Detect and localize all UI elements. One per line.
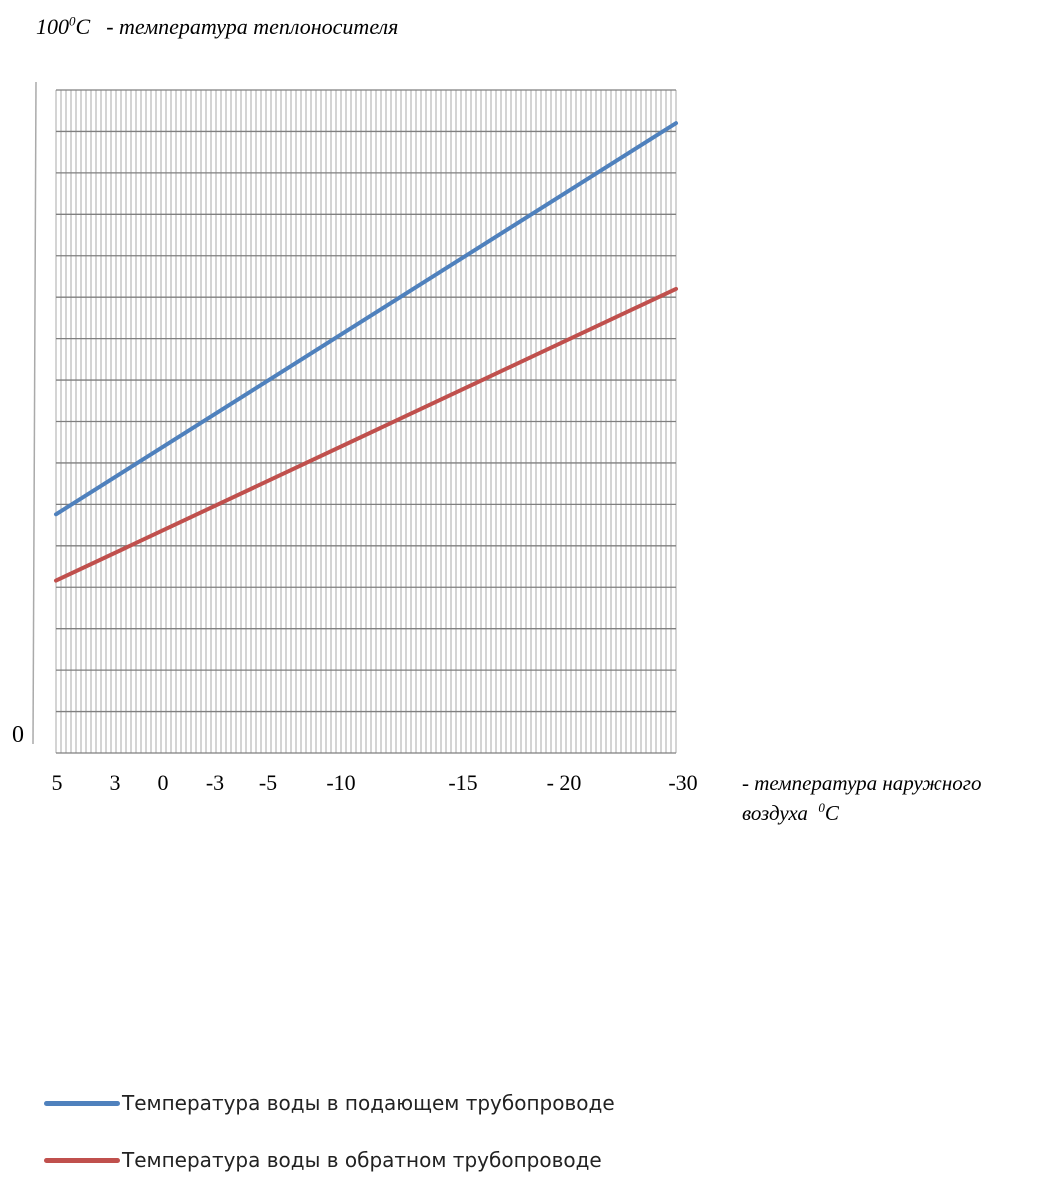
chart-title: 1000C - температура теплоносителя xyxy=(36,14,398,40)
legend-swatch-return xyxy=(44,1157,120,1163)
x-axis-label-degree: 0 xyxy=(818,800,825,815)
legend-item-return: Температура воды в обратном трубопроводе xyxy=(44,1145,602,1175)
x-tick-label: -3 xyxy=(206,770,224,795)
plot-grid xyxy=(55,89,677,754)
title-description: - температура теплоносителя xyxy=(106,14,399,39)
series-line-supply xyxy=(54,121,678,517)
legend-label-supply: Температура воды в подающем трубопроводе xyxy=(122,1091,615,1115)
y-axis-line xyxy=(32,81,37,745)
legend-swatch-supply xyxy=(44,1100,120,1106)
y-tick-label-0: 0 xyxy=(12,722,24,748)
line-chart: 5 3 0 -3 -5 -10 -15 - 20 -30 xyxy=(32,81,698,795)
x-axis-label-unit: C xyxy=(824,801,839,825)
x-tick-label: -15 xyxy=(448,770,477,795)
x-tick-label: -10 xyxy=(326,770,355,795)
x-axis-label-line2: воздуха xyxy=(742,801,808,825)
x-tick-labels: 5 3 0 -3 -5 -10 -15 - 20 -30 xyxy=(52,770,698,795)
x-tick-label: 3 xyxy=(110,770,121,795)
title-value: 100 xyxy=(36,14,69,39)
series-line-return xyxy=(54,286,678,583)
x-axis-label-line1: - температура наружного xyxy=(742,771,982,795)
legend-label-return: Температура воды в обратном трубопроводе xyxy=(122,1148,602,1172)
x-tick-label: 5 xyxy=(52,770,63,795)
legend-item-supply: Температура воды в подающем трубопроводе xyxy=(44,1088,615,1118)
title-degree: 0 xyxy=(69,13,76,29)
x-tick-label: - 20 xyxy=(547,770,582,795)
title-unit: C xyxy=(75,14,91,39)
x-tick-label: -5 xyxy=(259,770,277,795)
x-tick-label: -30 xyxy=(668,770,697,795)
x-axis-label: - температура наружного воздуха 0C xyxy=(742,768,981,828)
x-tick-label: 0 xyxy=(158,770,169,795)
plot-lines xyxy=(54,121,678,583)
